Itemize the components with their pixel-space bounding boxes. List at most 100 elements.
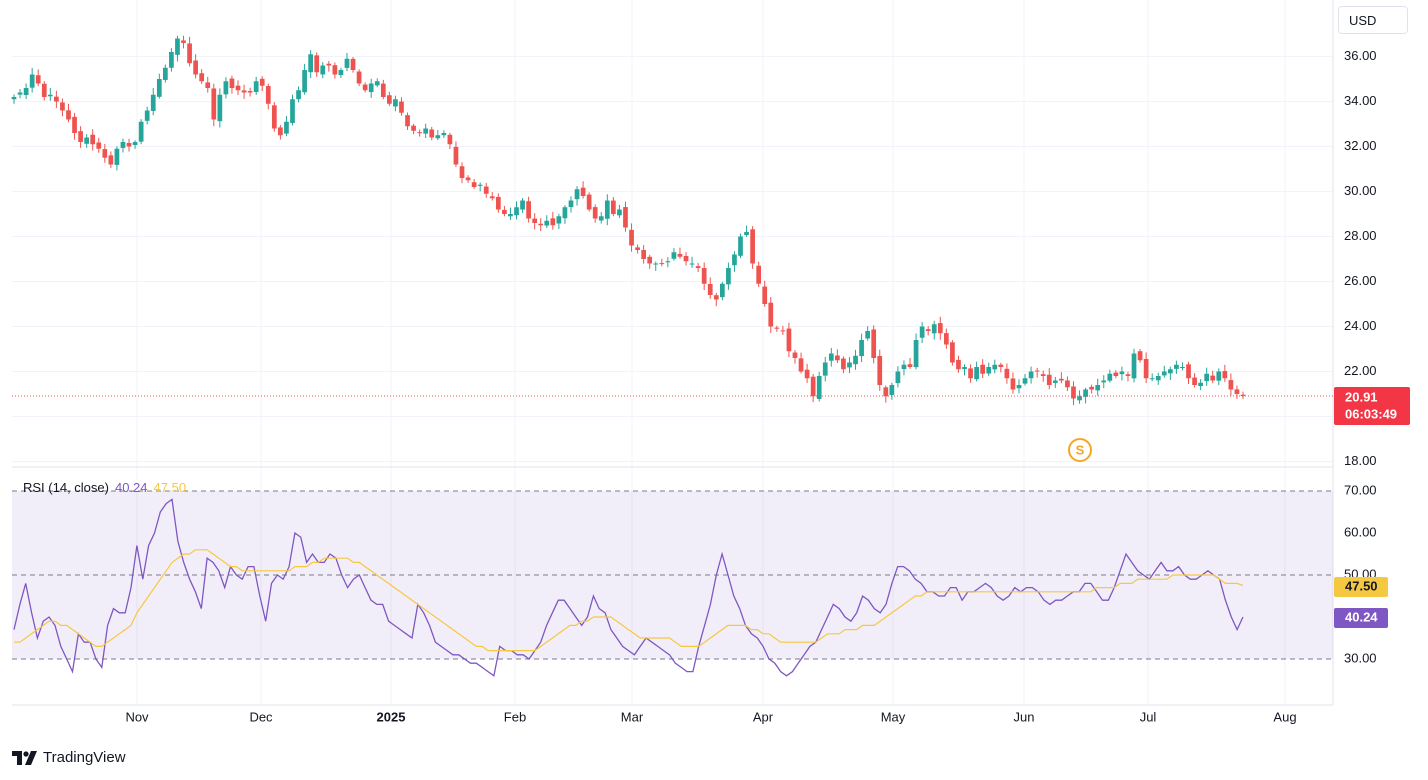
candle-body — [859, 340, 864, 357]
candle-body — [883, 387, 889, 397]
currency-label: USD — [1349, 12, 1377, 28]
candle-body — [241, 90, 247, 93]
candle-body — [726, 268, 731, 285]
candle-body — [193, 60, 198, 75]
candle-body — [586, 194, 592, 210]
candle-body — [871, 329, 877, 358]
candle-body — [459, 166, 465, 178]
candle-body — [986, 367, 992, 374]
candle-body — [423, 128, 429, 134]
rsi-tick-label: 60.00 — [1344, 524, 1377, 539]
time-tick-label: Jun — [1014, 709, 1035, 724]
time-tick-label: Mar — [621, 709, 644, 724]
candle-body — [399, 101, 404, 113]
candle-body — [108, 155, 114, 165]
candle-body — [465, 177, 471, 181]
candle-body — [901, 364, 907, 370]
candle-body — [1028, 371, 1034, 379]
candle-body — [23, 88, 29, 95]
time-tick-label: Aug — [1273, 709, 1296, 724]
candle-body — [532, 218, 538, 223]
price-tick-label: 18.00 — [1344, 453, 1377, 468]
candle-body — [1095, 385, 1101, 391]
currency-selector[interactable]: USD — [1338, 6, 1408, 34]
candle-body — [1192, 377, 1197, 385]
candle-body — [290, 99, 295, 123]
candle-body — [1228, 380, 1234, 390]
candle-body — [732, 254, 737, 266]
candle-body — [393, 99, 398, 107]
time-tick-label: Feb — [504, 709, 526, 724]
event-marker-icon[interactable] — [1068, 438, 1092, 462]
candle-body — [138, 121, 144, 142]
candle-body — [90, 134, 96, 145]
candle-body — [538, 223, 544, 226]
candle-body — [350, 58, 356, 70]
candle-body — [647, 256, 653, 264]
candle-body — [671, 252, 677, 259]
candle-body — [1161, 371, 1167, 376]
candle-body — [1167, 369, 1173, 374]
candle-body — [931, 324, 937, 334]
candle-body — [641, 250, 646, 259]
rsi-tag-value: 40.24 — [1345, 609, 1378, 624]
tradingview-brand[interactable]: TradingView — [12, 749, 126, 766]
candle-body — [617, 209, 622, 216]
last-price-tag[interactable] — [1334, 387, 1410, 425]
candle-body — [169, 52, 174, 68]
candle-body — [835, 355, 840, 361]
candle-body — [695, 266, 701, 268]
rsi-tick-label: 30.00 — [1344, 650, 1377, 665]
candle-body — [235, 85, 241, 91]
candle-body — [114, 148, 120, 165]
candle-body — [1137, 351, 1143, 361]
candle-body — [132, 142, 138, 146]
candle-body — [1149, 378, 1155, 380]
candle-body — [962, 367, 967, 370]
candle-body — [495, 196, 501, 210]
candle-body — [332, 65, 338, 75]
candle-body — [822, 362, 828, 376]
candle-body — [1216, 371, 1222, 381]
price-tick-label: 28.00 — [1344, 228, 1377, 243]
candle-body — [1113, 372, 1119, 376]
candle-body — [544, 220, 550, 226]
tradingview-logo-icon — [12, 750, 37, 765]
candle-body — [1198, 382, 1203, 387]
candle-body — [1046, 374, 1052, 385]
candle-body — [1174, 364, 1179, 369]
candle-body — [35, 75, 41, 84]
candle-body — [968, 368, 973, 379]
candle-body — [502, 209, 507, 214]
rsi-legend[interactable]: RSI (14, close) 40.24 47.50 — [23, 480, 192, 495]
candle-body — [1119, 371, 1125, 375]
brand-name: TradingView — [43, 749, 126, 766]
candle-body — [677, 253, 683, 257]
price-tick-label: 30.00 — [1344, 183, 1377, 198]
last-price-value: 20.91 — [1345, 389, 1378, 404]
candle-body — [1059, 378, 1064, 381]
candle-body — [483, 186, 489, 194]
candle-body — [508, 214, 513, 217]
candle-body — [1125, 374, 1131, 376]
candle-body — [344, 58, 350, 68]
candle-body — [653, 263, 659, 265]
candle-body — [417, 132, 422, 134]
candle-body — [623, 207, 628, 228]
candle-body — [1180, 367, 1185, 368]
candle-body — [187, 43, 192, 64]
candle-body — [762, 286, 768, 304]
candle-body — [120, 142, 126, 148]
candle-body — [47, 94, 53, 97]
candle-body — [429, 129, 435, 138]
rsi-legend-label: RSI (14, close) — [23, 480, 109, 495]
candle-body — [895, 371, 901, 384]
candle-body — [356, 71, 362, 84]
price-tick-label: 32.00 — [1344, 138, 1377, 153]
candle-body — [1131, 353, 1137, 379]
candle-body — [181, 40, 186, 43]
candle-body — [54, 96, 59, 102]
candle-body — [956, 359, 961, 370]
event-marker-label: S — [1076, 442, 1085, 457]
